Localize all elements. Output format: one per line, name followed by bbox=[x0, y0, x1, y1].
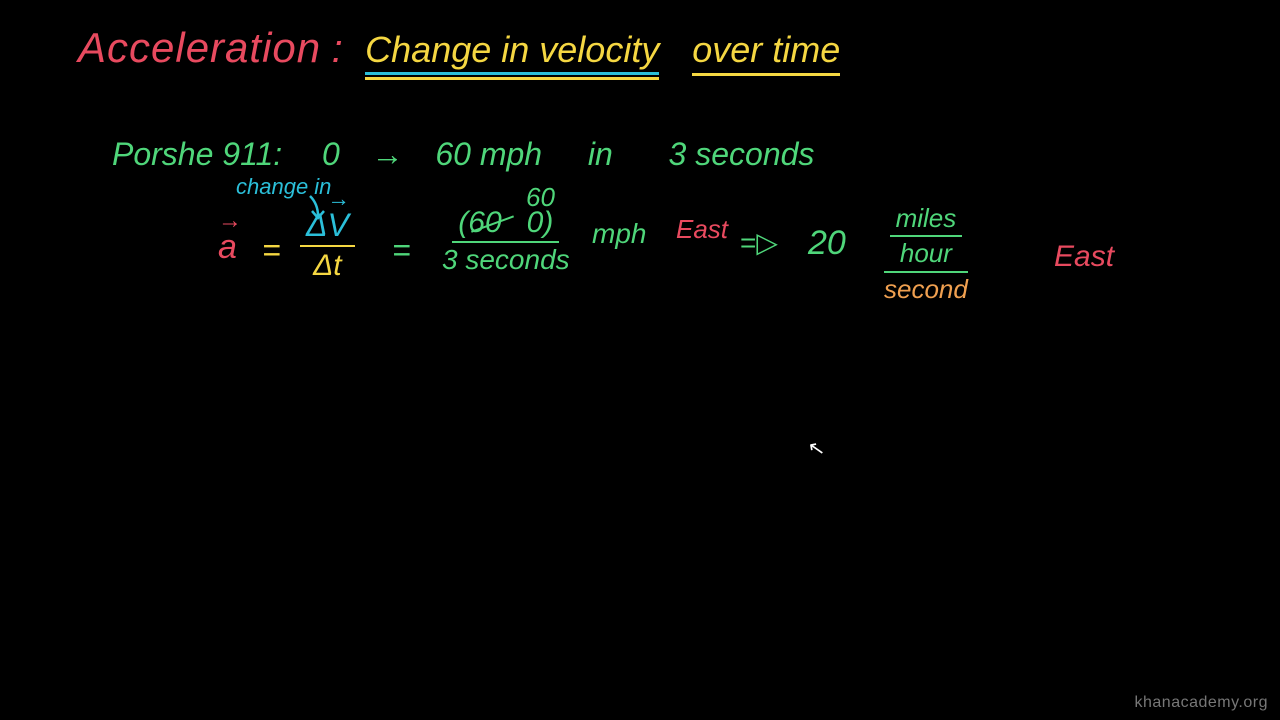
arrow-icon: → bbox=[372, 136, 404, 172]
equals-2: = bbox=[392, 232, 411, 269]
equals-1: = bbox=[262, 232, 281, 269]
title-colon: : bbox=[332, 27, 343, 71]
east-label-2: East bbox=[1054, 240, 1114, 274]
example-label: Porshe 911: bbox=[112, 136, 282, 172]
east-label-1: East bbox=[676, 214, 728, 245]
title-acceleration: Acceleration bbox=[78, 24, 321, 71]
title-row: Acceleration : Change in velocity over t… bbox=[78, 24, 840, 80]
mph-label: mph bbox=[592, 218, 646, 250]
units-fraction: miles hour second bbox=[878, 204, 974, 304]
example-v1: 60 mph bbox=[435, 136, 542, 172]
implies-icon: =▷ bbox=[740, 226, 778, 259]
sixty-correction: 60 bbox=[526, 182, 555, 213]
title-phrase1: Change in velocity bbox=[365, 29, 659, 80]
result-20: 20 bbox=[808, 224, 846, 263]
title-phrase2: over time bbox=[692, 29, 840, 76]
example-row: Porshe 911: 0 → 60 mph in 3 seconds bbox=[112, 136, 814, 173]
example-in: in bbox=[588, 136, 613, 172]
cursor-icon: ↖ bbox=[806, 435, 827, 463]
watermark: khanacademy.org bbox=[1135, 694, 1269, 712]
example-v0: 0 bbox=[322, 136, 340, 172]
delta-fraction: ΔΔVV Δt bbox=[300, 208, 355, 282]
computation-fraction: (60 0) 3 seconds bbox=[436, 206, 576, 276]
example-time: 3 seconds bbox=[669, 136, 815, 172]
a-vector: a bbox=[218, 228, 237, 267]
